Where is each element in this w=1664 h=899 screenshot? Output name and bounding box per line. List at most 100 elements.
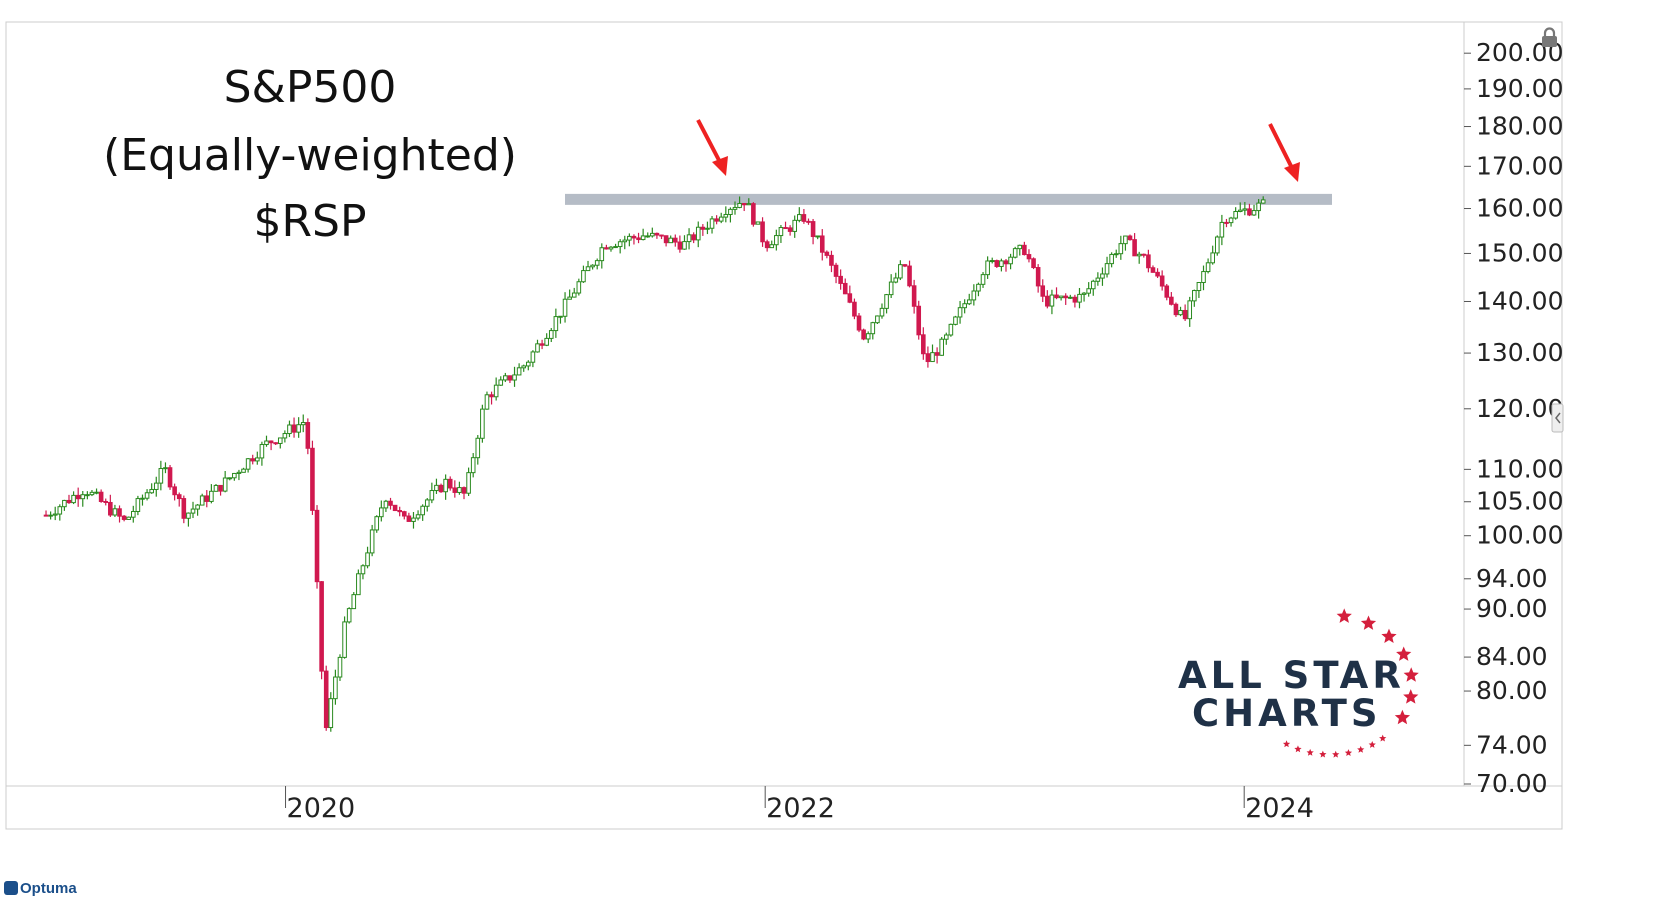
candle-body [319,581,324,672]
y-tick-label: 140.00 [1476,286,1563,315]
candle-body [764,241,770,249]
logo-star [1336,608,1352,623]
candle-body [227,477,233,480]
candle-body [153,482,159,490]
candle-body [52,513,58,516]
candle-body [989,260,995,263]
candle-body [1113,253,1119,256]
candle-body [590,264,595,268]
candle-body [695,226,701,241]
candle-body [783,227,788,230]
candle-body [1251,210,1257,216]
candle-body [75,494,81,500]
candle-body [631,235,637,239]
candle-body [645,235,651,238]
candle-body [957,307,963,318]
candle-body [204,495,210,502]
candle-body [833,264,839,277]
candle-body [1242,208,1248,211]
candle-body [277,437,283,444]
logo-star [1360,615,1377,630]
candle-body [980,274,986,285]
candle-body [1224,221,1229,224]
candle-body [1026,254,1032,260]
y-tick-label: 150.00 [1476,238,1563,267]
candle-body [273,442,278,445]
candle-body [434,484,439,492]
y-tick-label: 120.00 [1476,394,1563,423]
candle-body [760,221,765,243]
candle-body [438,484,444,493]
candle-body [976,283,981,292]
candle-body [934,352,940,356]
candle-body [1058,295,1064,299]
candle-body [714,218,719,222]
candle-body [709,218,715,229]
annotation-arrow-shaft [696,119,724,167]
candle-body [126,516,132,520]
collapse-handle-icon[interactable] [1551,403,1564,433]
candle-body [484,394,490,410]
logo-star [1319,750,1327,758]
candle-body [429,490,435,501]
candle-body [686,234,692,243]
candle-body [755,221,761,225]
candle-body [787,227,793,232]
candle-body [374,516,380,531]
candle-body [1210,252,1215,264]
candle-body [939,338,944,356]
candle-body [627,235,632,241]
candle-body [401,511,407,517]
y-tick-label: 70.00 [1476,769,1548,798]
star-ring-icon [1282,608,1419,758]
candle-body [737,202,742,208]
candle-body [879,307,885,317]
candle-body [861,329,866,340]
candle-body [1233,211,1238,219]
candle-body [314,509,320,583]
candle-body [576,281,582,294]
candle-body [1256,202,1261,212]
candle-body [66,499,72,504]
candle-body [1123,235,1128,245]
candle-body [480,408,485,439]
candle-body [677,241,683,250]
candle-body [852,301,857,317]
candle-body [1136,253,1142,257]
candle-body [186,512,191,519]
y-tick-label: 130.00 [1476,338,1563,367]
candle-body [282,433,288,439]
candle-body [323,670,329,729]
candle-body [43,514,49,517]
candle-body [870,322,876,335]
candle-body [112,508,118,516]
candle-body [296,424,301,433]
candle-body [71,494,76,504]
candle-body [328,698,334,729]
candle-body [489,394,494,398]
candle-body [1201,271,1206,284]
candle-body [1104,263,1110,275]
candle-body [535,343,540,353]
x-tick-label: 2024 [1245,793,1314,824]
candle-body [1159,275,1165,287]
y-tick-label: 74.00 [1476,730,1548,759]
candle-body [1260,199,1266,204]
candle-body [516,367,522,376]
candle-body [728,208,733,215]
candle-body [232,472,237,479]
candle-body [149,488,154,494]
candle-body [893,277,899,283]
candle-body [599,247,605,262]
candle-body [608,246,614,250]
candle-body [916,305,922,336]
y-tick-label: 160.00 [1476,194,1563,223]
candle-body [847,293,853,303]
candle-body [475,437,481,459]
candle-body [245,458,251,470]
candle-body [948,323,954,336]
candle-body [1214,236,1220,254]
candle-body [213,484,219,492]
lock-icon[interactable] [1542,27,1557,48]
